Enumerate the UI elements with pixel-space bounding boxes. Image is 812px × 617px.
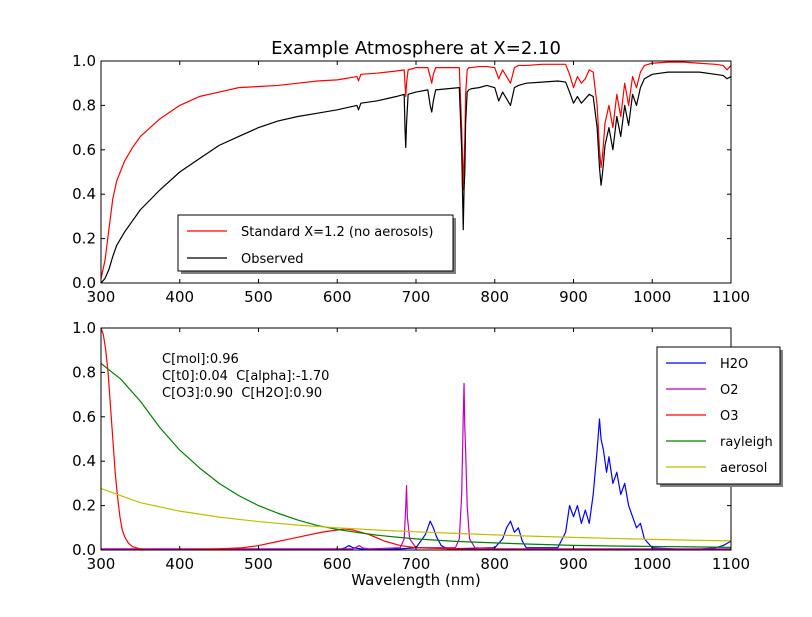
- legend-label-rayleigh: rayleigh: [720, 435, 773, 450]
- x-tick-label: 400: [165, 555, 194, 573]
- series-line-aerosol: [101, 487, 731, 542]
- y-tick-label: 0.2: [72, 497, 96, 515]
- chart-title: Example Atmosphere at X=2.10: [271, 38, 561, 59]
- legend-label-o2: O2: [720, 383, 739, 398]
- x-tick-label: 500: [244, 555, 273, 573]
- annotation-line: C[t0]:0.04 C[alpha]:-1.70: [162, 369, 329, 384]
- x-tick-label: 1100: [712, 288, 750, 306]
- y-tick-label: 1.0: [72, 319, 96, 337]
- y-tick-label: 1.0: [72, 52, 96, 70]
- x-tick-label: 600: [323, 555, 352, 573]
- legend-label-observed: Observed: [241, 252, 304, 267]
- y-tick-label: 0.0: [72, 274, 96, 292]
- top-plot-area: 300 400 500 600 700 800 900 1000 1100 0.0 0.2 0.4 0.…: [72, 52, 750, 306]
- series-line-h2o: [101, 418, 731, 550]
- legend-box: [177, 214, 454, 272]
- x-tick-label: 700: [402, 555, 431, 573]
- y-tick-label: 0.4: [72, 185, 96, 203]
- top-chart-panel: Example Atmosphere at X=2.10 300 400 500 60…: [72, 38, 750, 306]
- series-line-rayleigh: [101, 363, 731, 548]
- series-line-o3: [101, 328, 731, 550]
- coefficient-annotations: C[mol]:0.96 C[t0]:0.04 C[alpha]:-1.70 C[O3…: [162, 352, 329, 401]
- bottom-chart-panel: 300 400 500 600 700 800 900 1000 1100 0.0 0.2 0.4 0.…: [72, 319, 783, 589]
- legend-label-h2o: H2O: [720, 357, 748, 372]
- x-tick-label: 600: [323, 288, 352, 306]
- x-tick-label: 800: [480, 555, 509, 573]
- legend-label-standard: Standard X=1.2 (no aerosols): [241, 225, 433, 240]
- series-line-standard: [101, 61, 731, 279]
- bottom-legend: H2O O2 O3 rayleigh aerosol: [656, 346, 783, 487]
- x-tick-label: 1000: [633, 288, 671, 306]
- x-tick-label: 900: [559, 288, 588, 306]
- x-tick-label: 400: [165, 288, 194, 306]
- y-tick-label: 0.6: [72, 408, 96, 426]
- x-tick-label: 300: [87, 555, 116, 573]
- x-tick-label: 300: [87, 288, 116, 306]
- x-tick-label: 700: [402, 288, 431, 306]
- y-tick-label: 0.8: [72, 96, 96, 114]
- series-line-observed: [101, 71, 731, 283]
- y-tick-label: 0.8: [72, 363, 96, 381]
- x-tick-label: 800: [480, 288, 509, 306]
- x-axis-label: Wavelength (nm): [351, 571, 481, 589]
- legend-label-aerosol: aerosol: [720, 461, 767, 476]
- x-tick-label: 1100: [712, 555, 750, 573]
- annotation-line: C[O3]:0.90 C[H2O]:0.90: [162, 386, 322, 401]
- series-lines: [101, 328, 731, 550]
- series-lines: [101, 61, 731, 283]
- x-tick-label: 1000: [633, 555, 671, 573]
- x-tick-label: 900: [559, 555, 588, 573]
- x-tick-label: 500: [244, 288, 273, 306]
- legend-label-o3: O3: [720, 409, 739, 424]
- y-tick-label: 0.4: [72, 452, 96, 470]
- top-legend: Standard X=1.2 (no aerosols) Observed: [177, 214, 456, 274]
- y-tick-label: 0.6: [72, 141, 96, 159]
- y-tick-label: 0.0: [72, 541, 96, 559]
- annotation-line: C[mol]:0.96: [162, 352, 239, 367]
- y-tick-label: 0.2: [72, 230, 96, 248]
- bottom-plot-area: 300 400 500 600 700 800 900 1000 1100 0.0 0.2 0.4 0.…: [72, 319, 750, 573]
